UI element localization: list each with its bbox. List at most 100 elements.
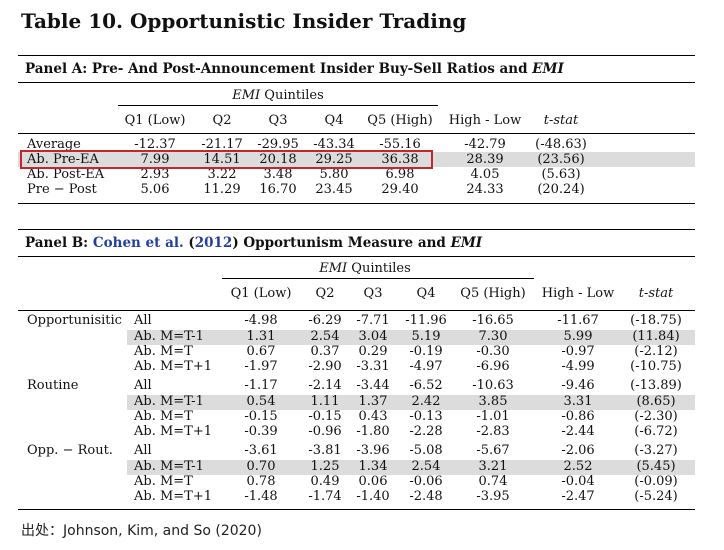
panel-b-cell: 1.25 <box>310 459 340 474</box>
panel-b-cell: -0.86 <box>561 409 595 424</box>
panel-a-cell: 14.51 <box>203 152 241 167</box>
panel-b-cell: -11.96 <box>405 313 447 328</box>
panel-b-cell: 0.70 <box>246 459 276 474</box>
panel-a-title-rule <box>18 82 695 83</box>
panel-b-bottom-rule <box>18 509 695 510</box>
panel-b-row-label: Ab. M=T+1 <box>134 424 213 439</box>
panel-b-cell: -16.65 <box>472 313 514 328</box>
panel-b-cell: 2.54 <box>411 459 441 474</box>
panel-b-cell: -7.71 <box>356 313 390 328</box>
panel-b-cell: (-0.09) <box>634 474 678 489</box>
panel-b-cell: 0.49 <box>310 474 340 489</box>
panel-b-row-label: Ab. M=T-1 <box>134 394 204 409</box>
citation-link[interactable]: Cohen et al. <box>92 235 184 251</box>
panel-b-row-label: Ab. M=T <box>134 344 193 359</box>
panel-a-column-header: t-stat <box>543 113 579 128</box>
panel-a-cell: -12.37 <box>134 137 176 152</box>
panel-b-cell: (-2.30) <box>634 409 678 424</box>
panel-b-cell: (-6.72) <box>634 424 678 439</box>
panel-b-cell: -2.47 <box>561 489 595 504</box>
panel-b-shaded-row <box>127 395 695 410</box>
panel-b-cell: 0.54 <box>246 394 276 409</box>
panel-a-column-header: Q1 (Low) <box>124 113 186 128</box>
panel-b-cell: -1.48 <box>244 489 278 504</box>
panel-a-cell: (20.24) <box>537 182 585 197</box>
panel-a-cell: 20.18 <box>259 152 297 167</box>
panel-b-cell: 2.52 <box>563 459 593 474</box>
panel-b-cell: -0.13 <box>409 409 443 424</box>
panel-a-cell: 2.93 <box>140 167 170 182</box>
panel-b-cell: 3.31 <box>563 394 593 409</box>
panel-b-cell: (11.84) <box>632 329 680 344</box>
panel-b-cell: -4.99 <box>561 359 595 374</box>
panel-b-cell: (-5.24) <box>634 489 678 504</box>
panel-b-cell: 1.31 <box>246 329 276 344</box>
panel-a-cell: 11.29 <box>203 182 241 197</box>
panel-b-row-label: Ab. M=T <box>134 474 193 489</box>
panel-b-cell: (-3.27) <box>634 443 678 458</box>
panel-a-cell: 28.39 <box>466 152 504 167</box>
panel-b-cell: -0.96 <box>308 424 342 439</box>
panel-b-row-label: Ab. M=T+1 <box>134 359 213 374</box>
panel-b-cell: 7.30 <box>478 329 508 344</box>
panel-b-cell: -2.14 <box>308 378 342 393</box>
panel-b-cell: -3.81 <box>308 443 342 458</box>
panel-b-row-label: Ab. M=T-1 <box>134 329 204 344</box>
panel-b-cell: 0.67 <box>246 344 276 359</box>
panel-b-column-header: Q4 <box>416 286 436 301</box>
panel-b-cell: 0.06 <box>358 474 388 489</box>
panel-b-cell: 2.54 <box>310 329 340 344</box>
panel-b-row-label: All <box>134 313 152 328</box>
panel-b-group-rule <box>222 278 534 279</box>
panel-a-cell: 6.98 <box>385 167 415 182</box>
panel-b-cell: 1.34 <box>358 459 388 474</box>
panel-b-cell: -2.83 <box>476 424 510 439</box>
panel-a-cell: 29.25 <box>315 152 353 167</box>
panel-b-cell: -5.08 <box>409 443 443 458</box>
panel-a-cell: 16.70 <box>259 182 297 197</box>
panel-b-cell: 0.78 <box>246 474 276 489</box>
panel-b-cell: (5.45) <box>636 459 676 474</box>
panel-a-cell: -55.16 <box>379 137 421 152</box>
panel-b-cell: 0.43 <box>358 409 388 424</box>
panel-b-column-header: t-stat <box>638 286 674 301</box>
citation-year-link[interactable]: 2012 <box>194 235 233 251</box>
panel-b-cell: (-13.89) <box>630 378 682 393</box>
panel-b-cell: -5.67 <box>476 443 510 458</box>
panel-b-cell: 3.85 <box>478 394 508 409</box>
panel-b-cell: -0.04 <box>561 474 595 489</box>
panel-b-cell: (8.65) <box>636 394 676 409</box>
panel-b-cell: -0.06 <box>409 474 443 489</box>
panel-a-cell: 4.05 <box>470 167 500 182</box>
panel-a-top-rule <box>18 55 695 56</box>
panel-a-column-header: Q2 <box>212 113 232 128</box>
panel-b-cell: 1.11 <box>310 394 340 409</box>
panel-b-cell: -2.90 <box>308 359 342 374</box>
panel-a-column-header: Q3 <box>268 113 288 128</box>
panel-b-cell: -0.30 <box>476 344 510 359</box>
panel-b-cell: -4.97 <box>409 359 443 374</box>
panel-a-bottom-rule <box>18 203 695 204</box>
panel-a-cell: -43.34 <box>313 137 355 152</box>
panel-b-group-label: Opportunisitic <box>27 313 122 328</box>
panel-a-row-label: Pre − Post <box>27 182 97 197</box>
panel-b-cell: -1.17 <box>244 378 278 393</box>
panel-b-cell: -6.52 <box>409 378 443 393</box>
panel-a-cell: 23.45 <box>315 182 353 197</box>
panel-b-cell: -0.19 <box>409 344 443 359</box>
panel-b-cell: -11.67 <box>557 313 599 328</box>
panel-a-row-label: Ab. Post-EA <box>27 167 105 182</box>
panel-a-header-rule <box>18 133 695 134</box>
panel-a-cell: 29.40 <box>381 182 419 197</box>
panel-b-cell: -9.46 <box>561 378 595 393</box>
panel-b-row-label: Ab. M=T-1 <box>134 459 204 474</box>
panel-a-title: Panel A: Pre- And Post-Announcement Insi… <box>25 61 564 77</box>
panel-b-row-label: Ab. M=T+1 <box>134 489 213 504</box>
panel-a-row-label: Average <box>27 137 81 152</box>
panel-b-cell: -0.39 <box>244 424 278 439</box>
panel-b-row-label: All <box>134 443 152 458</box>
panel-b-cell: -2.06 <box>561 443 595 458</box>
panel-b-title-rule <box>18 256 695 257</box>
panel-b-cell: 2.42 <box>411 394 441 409</box>
panel-a-group-rule <box>118 105 438 106</box>
